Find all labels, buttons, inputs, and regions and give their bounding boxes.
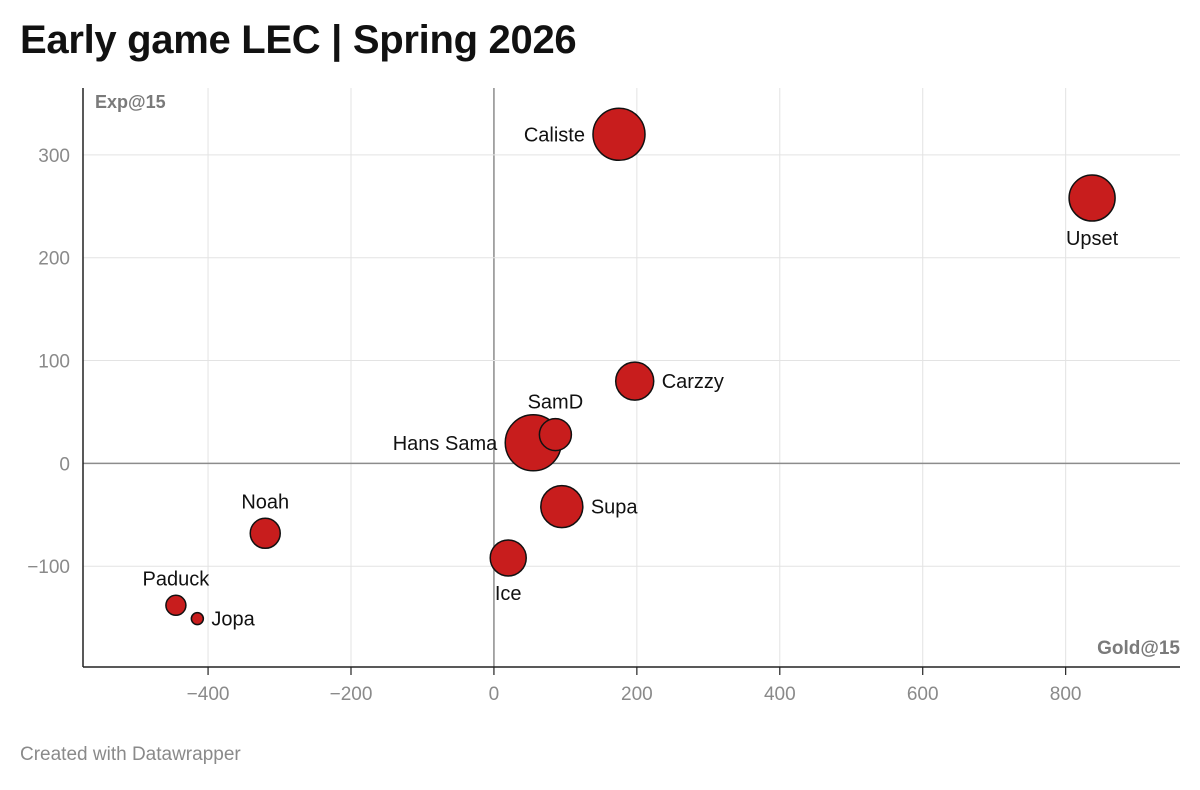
point-label-hans-sama: Hans Sama <box>393 433 498 455</box>
x-tick-label: −200 <box>330 684 373 705</box>
chart-title: Early game LEC | Spring 2026 <box>20 18 577 62</box>
bubble-jopa <box>190 611 205 626</box>
point-label-jopa: Jopa <box>211 609 255 631</box>
x-tick-label: 400 <box>764 684 796 705</box>
point-label-ice: Ice <box>495 583 522 605</box>
bubble-samd <box>538 417 573 452</box>
y-tick-label: 0 <box>59 454 70 475</box>
y-tick-label: −100 <box>27 557 70 578</box>
y-tick-label: 300 <box>38 146 70 167</box>
point-label-samd: SamD <box>528 392 584 414</box>
point-label-supa: Supa <box>591 497 639 519</box>
bubble-paduck <box>165 594 187 617</box>
bubble-caliste <box>592 107 646 162</box>
point-label-caliste: Caliste <box>524 124 585 146</box>
x-tick-label: 800 <box>1050 684 1082 705</box>
x-tick-label: 200 <box>621 684 653 705</box>
axis-layer: −400 −200 0 200 400 600 800 −100 0 100 200 300 <box>27 88 1180 705</box>
x-tick-label: 600 <box>907 684 939 705</box>
x-tick-label: 0 <box>489 684 500 705</box>
y-axis-title: Exp@15 <box>95 92 166 112</box>
y-tick-label: 100 <box>38 352 70 373</box>
point-label-upset: Upset <box>1066 228 1119 250</box>
y-tick-label: 200 <box>38 249 70 270</box>
bubble-upset <box>1068 174 1116 222</box>
x-tick-label: −400 <box>187 684 230 705</box>
bubble-noah <box>249 517 281 550</box>
point-label-paduck: Paduck <box>143 568 211 590</box>
bubble-supa <box>540 484 584 529</box>
footer-credit: Created with Datawrapper <box>20 744 241 765</box>
point-label-noah: Noah <box>241 491 289 513</box>
point-label-carzzy: Carzzy <box>662 371 724 393</box>
bubble-ice <box>489 539 527 577</box>
point-layer <box>165 107 1116 626</box>
bubble-carzzy <box>614 361 655 401</box>
label-layer: Caliste Upset Carzzy SamD Hans Sama Supa Noah I… <box>143 124 1119 630</box>
grid-layer <box>83 88 1180 667</box>
x-axis-title: Gold@15 <box>1097 638 1180 659</box>
